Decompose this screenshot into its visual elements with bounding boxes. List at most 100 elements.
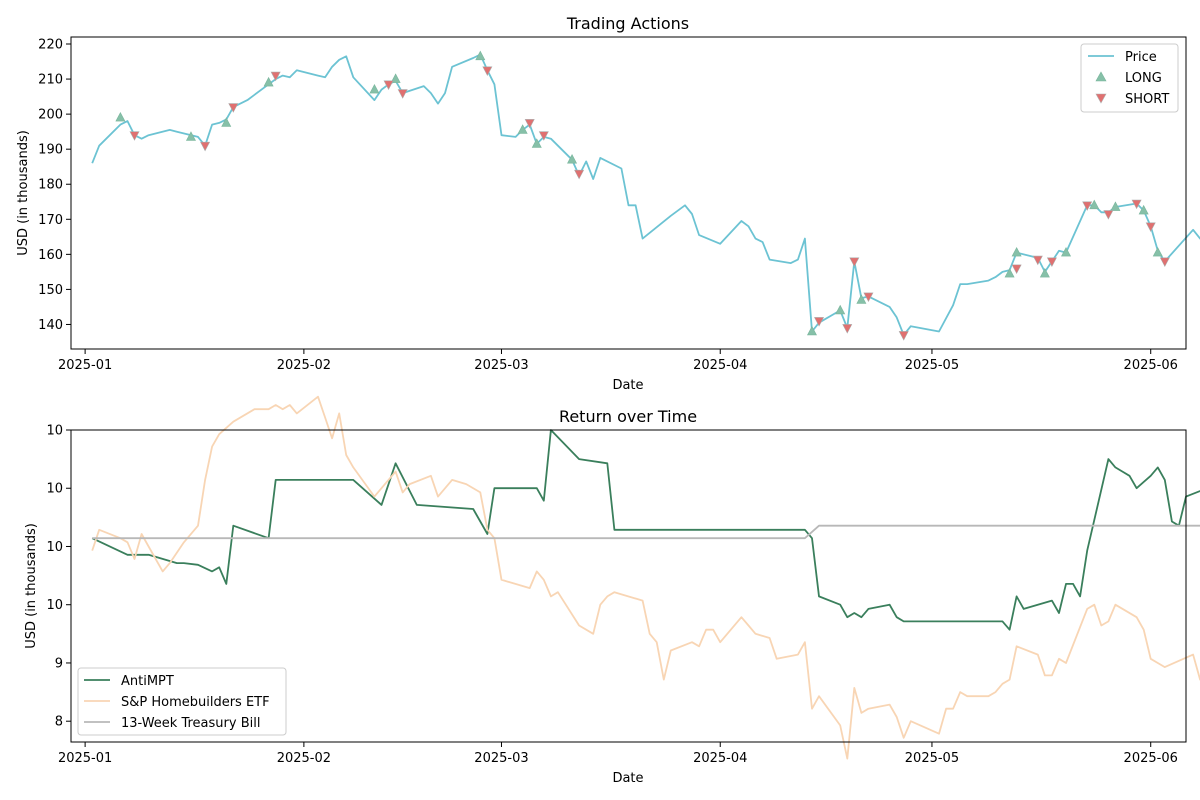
axis-ticks: 2025-01 2025-02 2025-03 2025-04 2025-05 2025-… xyxy=(46,424,1177,767)
marker-short xyxy=(270,71,281,82)
x-tick-label: 2025-01 xyxy=(58,358,112,373)
x-tick-label: 2025-02 xyxy=(277,358,331,373)
marker-long xyxy=(185,131,196,141)
y-tick-label: 10 xyxy=(46,540,63,555)
marker-long xyxy=(1061,246,1072,257)
marker-long xyxy=(390,73,401,83)
marker-short xyxy=(1145,222,1156,232)
y-tick-label: 160 xyxy=(38,248,63,263)
marker-short xyxy=(898,331,909,341)
x-tick-label: 2025-05 xyxy=(905,751,959,766)
marker-short xyxy=(524,119,535,129)
marker-short xyxy=(538,131,549,141)
marker-short xyxy=(1046,257,1057,268)
legend-entry: S&P Homebuilders ETF xyxy=(121,695,270,710)
x-tick-label: 2025-06 xyxy=(1124,751,1178,766)
legend-entry: Price xyxy=(1125,50,1157,65)
marker-short xyxy=(1103,210,1114,220)
legend-short-marker xyxy=(1095,93,1107,104)
marker-short xyxy=(1032,255,1043,266)
return-over-time-chart: Return over Time 2025-01 2025-02 2025-03 20… xyxy=(24,395,1200,786)
y-tick-label: 10 xyxy=(46,482,63,497)
y-tick-label: 220 xyxy=(38,38,63,53)
marker-long xyxy=(221,117,232,127)
marker-short xyxy=(200,141,211,152)
y-axis-label: USD (in thousands) xyxy=(24,523,39,649)
x-tick-label: 2025-05 xyxy=(905,358,959,373)
chart-title: Return over Time xyxy=(559,407,697,426)
plot-frame xyxy=(70,36,1187,350)
plot-frame xyxy=(70,429,1187,743)
legend-entry: AntiMPT xyxy=(121,674,174,689)
marker-short xyxy=(863,292,874,303)
y-tick-label: 190 xyxy=(38,143,63,158)
marker-long xyxy=(1089,199,1100,210)
y-tick-label: 150 xyxy=(38,283,63,298)
x-tick-label: 2025-03 xyxy=(474,751,528,766)
marker-short xyxy=(1159,257,1170,268)
marker-short xyxy=(1131,199,1142,210)
series-line-s-p-homebuilders-etf xyxy=(91,395,1200,760)
marker-short xyxy=(814,317,825,327)
marker-long xyxy=(835,304,846,315)
legend-entry: 13-Week Treasury Bill xyxy=(121,716,260,731)
legend-long-marker xyxy=(1095,71,1107,82)
marker-short xyxy=(129,131,140,141)
marker-short xyxy=(397,89,408,99)
series-line-price xyxy=(91,53,1200,336)
legend-entry: SHORT xyxy=(1125,92,1169,107)
x-tick-label: 2025-04 xyxy=(693,751,747,766)
axis-ticks: 2025-01 2025-02 2025-03 2025-04 2025-05 2025-… xyxy=(38,38,1178,373)
legend: AntiMPT S&P Homebuilders ETF 13-Week Tre… xyxy=(77,667,287,736)
marker-short xyxy=(1082,201,1093,211)
marker-short xyxy=(574,169,585,180)
marker-long xyxy=(263,76,274,87)
marker-long xyxy=(806,325,817,336)
y-tick-label: 8 xyxy=(55,715,63,730)
legend-frame xyxy=(77,667,287,736)
marker-long xyxy=(567,154,578,164)
marker-long xyxy=(1110,201,1121,211)
marker-long xyxy=(115,111,126,122)
series-line-13-week-treasury-bill xyxy=(92,524,1200,540)
marker-short xyxy=(1011,264,1022,275)
marker-short xyxy=(842,324,853,334)
trading-actions-chart: Trading Actions 2025-01 2025-02 2025-03 202… xyxy=(16,14,1200,393)
x-tick-label: 2025-06 xyxy=(1124,358,1178,373)
marker-long xyxy=(475,50,486,61)
y-tick-label: 9 xyxy=(55,656,63,671)
legend: Price LONG SHORT xyxy=(1080,43,1179,113)
y-tick-label: 10 xyxy=(46,598,63,613)
x-axis-label: Date xyxy=(612,771,643,786)
series-layer xyxy=(91,50,1200,341)
marker-long xyxy=(531,138,542,148)
x-tick-label: 2025-03 xyxy=(474,358,528,373)
marker-long xyxy=(1039,267,1050,278)
x-tick-label: 2025-02 xyxy=(277,751,331,766)
marker-long xyxy=(369,83,380,94)
y-tick-label: 170 xyxy=(38,213,63,228)
series-layer xyxy=(91,395,1200,760)
marker-short xyxy=(849,257,860,268)
marker-long xyxy=(1011,246,1022,257)
marker-long xyxy=(517,124,528,134)
marker-long xyxy=(1138,204,1149,215)
y-tick-label: 10 xyxy=(46,424,63,439)
marker-short xyxy=(383,80,394,90)
y-axis-label: USD (in thousands) xyxy=(16,130,31,256)
marker-short xyxy=(482,66,493,76)
y-tick-label: 200 xyxy=(38,108,63,123)
chart-title: Trading Actions xyxy=(566,14,689,33)
marker-short xyxy=(228,103,239,113)
marker-long xyxy=(1152,246,1163,257)
x-axis-label: Date xyxy=(612,378,643,393)
y-tick-label: 210 xyxy=(38,73,63,88)
series-line-antimpt xyxy=(91,429,1200,631)
y-tick-label: 140 xyxy=(38,318,63,333)
marker-long xyxy=(1004,267,1015,278)
x-tick-label: 2025-01 xyxy=(58,751,112,766)
x-tick-label: 2025-04 xyxy=(693,358,747,373)
marker-long xyxy=(856,294,867,304)
legend-entry: LONG xyxy=(1125,71,1162,86)
